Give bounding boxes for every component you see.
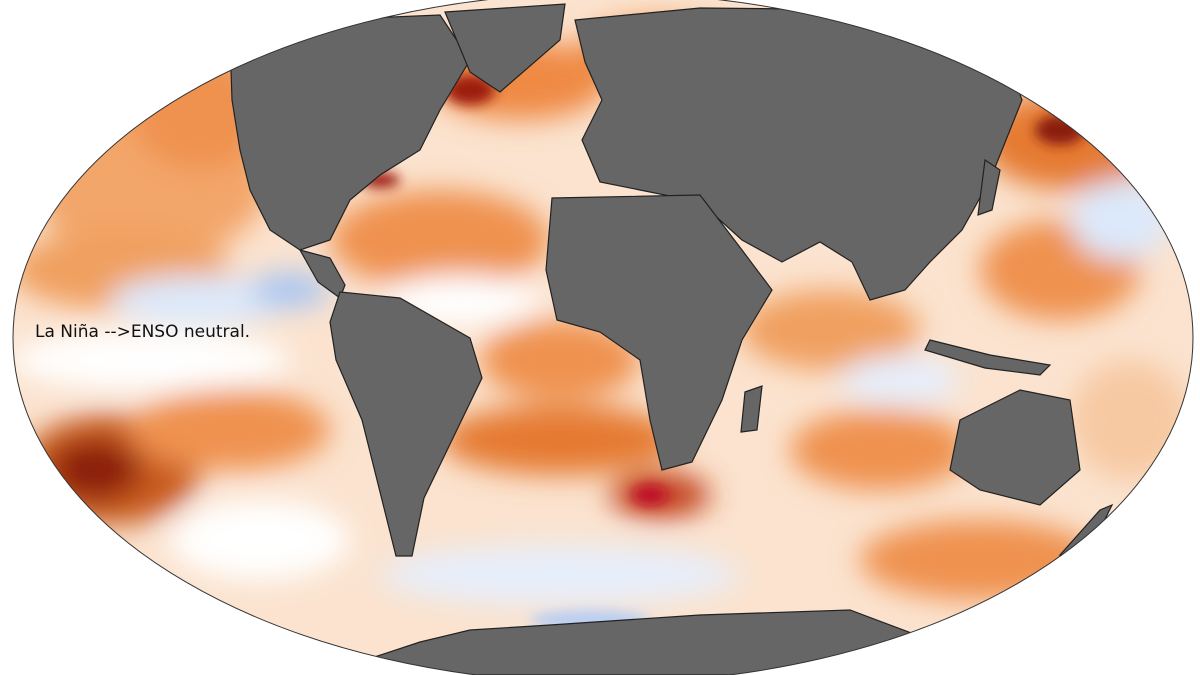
madagascar (740, 385, 763, 433)
globe-outline (12, 0, 1194, 675)
north-america (229, 14, 471, 251)
australia (949, 389, 1081, 506)
indonesia (924, 339, 1052, 376)
annotation: La Niña -->ENSO neutral. (35, 322, 250, 342)
africa (545, 194, 773, 471)
greenland (444, 3, 566, 93)
continents (229, 3, 1114, 675)
south-america (329, 291, 483, 557)
japan (977, 158, 1001, 216)
central-america (298, 249, 346, 299)
